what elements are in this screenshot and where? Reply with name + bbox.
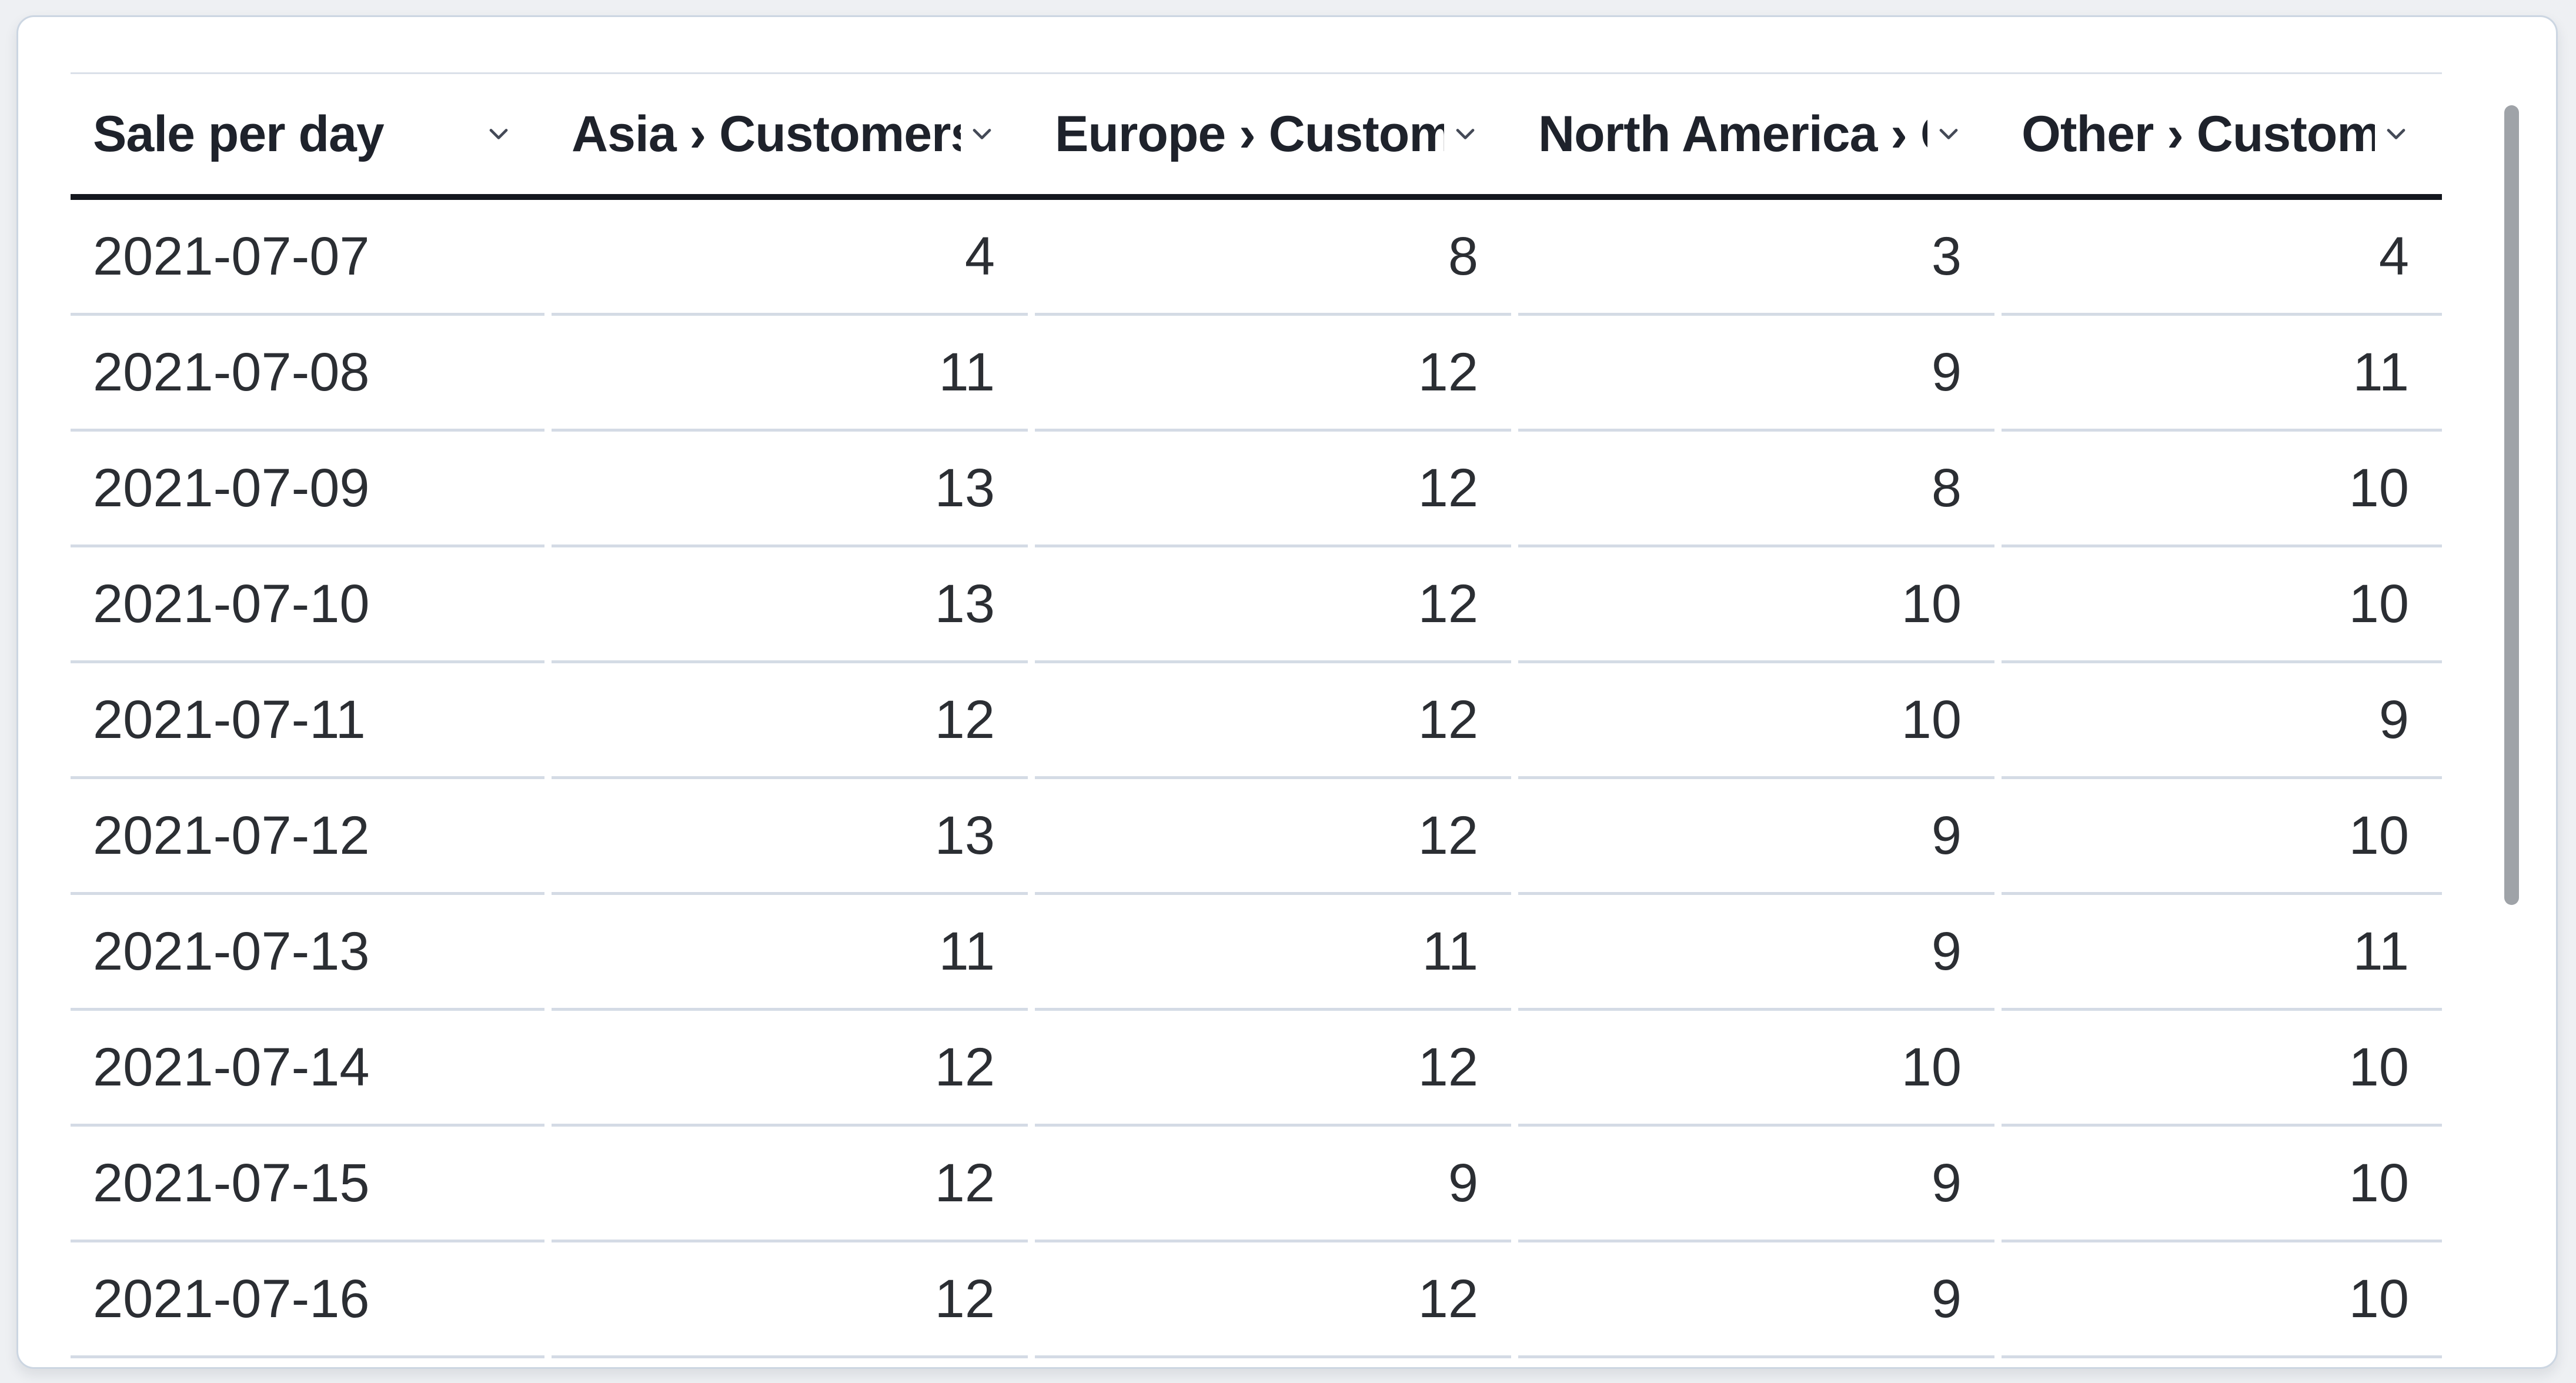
value-cell: 11 (552, 895, 1028, 1011)
table-row: 2021-07-14 12 12 10 10 (71, 1011, 2442, 1127)
date-cell: 2021-07-07 (71, 200, 544, 316)
value-cell: 9 (1035, 1127, 1511, 1242)
date-cell: 2021-07-12 (71, 779, 544, 895)
value-cell: 12 (1035, 1011, 1511, 1127)
chevron-down-icon[interactable] (1927, 119, 1964, 149)
value-cell: 3 (1518, 200, 1994, 316)
value-cell: 4 (552, 200, 1028, 316)
data-table: Sale per day Asia › Customers Europe › Cus… (71, 72, 2442, 1358)
table-row: 2021-07-15 12 9 9 10 (71, 1127, 2442, 1242)
column-header-label: Asia › Customers (572, 105, 961, 162)
date-cell: 2021-07-15 (71, 1127, 544, 1242)
value-cell: 9 (1518, 1242, 1994, 1358)
table-body: 2021-07-07 4 8 3 4 2021-07-08 11 12 9 11 2021-07-0… (71, 200, 2442, 1358)
chevron-down-icon[interactable] (961, 119, 997, 149)
value-cell: 4 (2002, 200, 2442, 316)
value-cell: 10 (1518, 663, 1994, 779)
column-header-north-america-customers[interactable]: North America › Customers (1518, 74, 1994, 194)
value-cell: 10 (2002, 1011, 2442, 1127)
table-row: 2021-07-09 13 12 8 10 (71, 432, 2442, 547)
value-cell: 9 (1518, 779, 1994, 895)
date-cell: 2021-07-14 (71, 1011, 544, 1127)
value-cell: 10 (2002, 1127, 2442, 1242)
column-header-label: Other › Customers (2022, 105, 2375, 162)
vertical-scrollbar[interactable] (2504, 88, 2519, 1299)
value-cell: 12 (552, 1242, 1028, 1358)
column-header-other-customers[interactable]: Other › Customers (2002, 74, 2442, 194)
value-cell: 13 (552, 779, 1028, 895)
column-header-label: Europe › Customers (1055, 105, 1444, 162)
table-row: 2021-07-07 4 8 3 4 (71, 200, 2442, 316)
column-header-europe-customers[interactable]: Europe › Customers (1035, 74, 1511, 194)
value-cell: 12 (552, 1127, 1028, 1242)
value-cell: 9 (1518, 895, 1994, 1011)
table-row: 2021-07-10 13 12 10 10 (71, 547, 2442, 663)
value-cell: 13 (552, 547, 1028, 663)
column-header-asia-customers[interactable]: Asia › Customers (552, 74, 1028, 194)
value-cell: 13 (552, 432, 1028, 547)
value-cell: 9 (1518, 1127, 1994, 1242)
value-cell: 12 (552, 1011, 1028, 1127)
value-cell: 12 (1035, 547, 1511, 663)
value-cell: 12 (1035, 432, 1511, 547)
date-cell: 2021-07-13 (71, 895, 544, 1011)
value-cell: 11 (2002, 316, 2442, 432)
value-cell: 8 (1035, 200, 1511, 316)
value-cell: 10 (2002, 1242, 2442, 1358)
value-cell: 12 (552, 663, 1028, 779)
column-header-label: North America › Customers (1538, 105, 1927, 162)
date-cell: 2021-07-16 (71, 1242, 544, 1358)
table-row: 2021-07-11 12 12 10 9 (71, 663, 2442, 779)
column-header-sale-per-day[interactable]: Sale per day (71, 74, 544, 194)
value-cell: 9 (1518, 316, 1994, 432)
value-cell: 12 (1035, 316, 1511, 432)
table-row: 2021-07-13 11 11 9 11 (71, 895, 2442, 1011)
date-cell: 2021-07-09 (71, 432, 544, 547)
value-cell: 10 (2002, 432, 2442, 547)
value-cell: 10 (1518, 547, 1994, 663)
value-cell: 12 (1035, 663, 1511, 779)
value-cell: 11 (1035, 895, 1511, 1011)
value-cell: 10 (1518, 1011, 1994, 1127)
table-row: 2021-07-08 11 12 9 11 (71, 316, 2442, 432)
scrollbar-thumb[interactable] (2504, 105, 2519, 905)
value-cell: 9 (2002, 663, 2442, 779)
chevron-down-icon[interactable] (2375, 119, 2411, 149)
date-cell: 2021-07-10 (71, 547, 544, 663)
value-cell: 8 (1518, 432, 1994, 547)
table-row: 2021-07-12 13 12 9 10 (71, 779, 2442, 895)
column-header-label: Sale per day (93, 105, 385, 162)
value-cell: 11 (2002, 895, 2442, 1011)
value-cell: 11 (552, 316, 1028, 432)
chevron-down-icon[interactable] (1444, 119, 1481, 149)
value-cell: 10 (2002, 547, 2442, 663)
value-cell: 12 (1035, 779, 1511, 895)
value-cell: 12 (1035, 1242, 1511, 1358)
value-cell: 10 (2002, 779, 2442, 895)
date-cell: 2021-07-08 (71, 316, 544, 432)
table-card: Sale per day Asia › Customers Europe › Cus… (16, 15, 2558, 1369)
chevron-down-icon[interactable] (477, 119, 514, 149)
table-row: 2021-07-16 12 12 9 10 (71, 1242, 2442, 1358)
table-header-row: Sale per day Asia › Customers Europe › Cus… (71, 72, 2442, 200)
date-cell: 2021-07-11 (71, 663, 544, 779)
